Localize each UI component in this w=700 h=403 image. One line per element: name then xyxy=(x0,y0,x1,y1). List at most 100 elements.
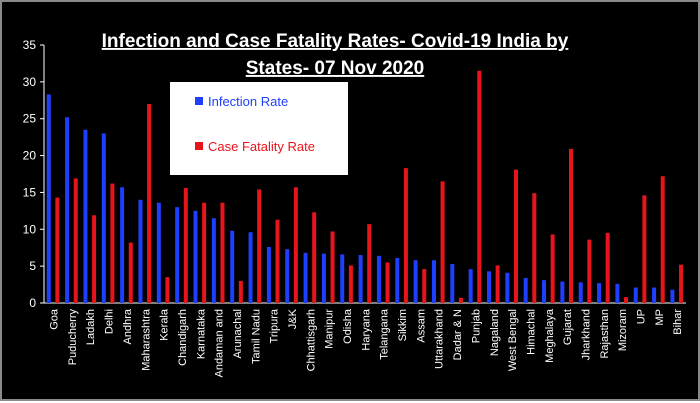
x-category-label: Himachal xyxy=(525,309,537,355)
bar-infection-rate xyxy=(321,253,326,303)
bar-case-fatality-rate xyxy=(110,183,115,303)
x-category-label: J&K xyxy=(287,308,299,329)
bar-infection-rate xyxy=(505,272,510,303)
bar-infection-rate xyxy=(211,218,216,303)
bar-infection-rate xyxy=(65,117,70,304)
x-category-label: Uttarakhand xyxy=(434,309,446,369)
x-category-label: West Bengal xyxy=(507,309,519,371)
x-category-label: Gujarat xyxy=(562,309,574,345)
x-category-label: Punjab xyxy=(470,309,482,343)
bar-infection-rate xyxy=(376,255,381,303)
x-category-label: Goa xyxy=(49,308,61,330)
bar-infection-rate xyxy=(340,254,345,303)
x-category-label: Ladakh xyxy=(85,309,97,345)
bar-case-fatality-rate xyxy=(220,202,225,303)
y-tick-label: 15 xyxy=(23,185,37,199)
x-category-label: Puducherry xyxy=(67,309,79,366)
x-category-label: Tamil Nadu xyxy=(250,309,262,364)
x-category-label: Nagaland xyxy=(489,309,501,356)
bar-case-fatality-rate xyxy=(513,169,518,303)
x-category-label: Bihar xyxy=(672,309,684,335)
bar-case-fatality-rate xyxy=(477,70,482,303)
bars xyxy=(46,70,684,304)
bar-infection-rate xyxy=(468,269,473,303)
bar-infection-rate xyxy=(303,252,308,303)
bar-infection-rate xyxy=(431,260,436,303)
x-category-label: Odisha xyxy=(342,308,354,344)
bar-infection-rate xyxy=(138,199,143,303)
bar-case-fatality-rate xyxy=(422,269,427,303)
bar-case-fatality-rate xyxy=(275,219,280,303)
x-category-label: MP xyxy=(654,309,666,326)
bar-infection-rate xyxy=(413,260,418,303)
x-category-label: Andhra xyxy=(122,308,134,344)
bar-infection-rate xyxy=(578,282,583,303)
y-tick-label: 30 xyxy=(23,75,37,89)
legend-swatch-infection-rate xyxy=(195,97,203,105)
bar-infection-rate xyxy=(46,94,51,303)
x-category-label: Rajasthan xyxy=(599,309,611,359)
bar-infection-rate xyxy=(193,210,198,303)
x-category-label: Mizoram xyxy=(617,309,629,351)
bar-infection-rate xyxy=(450,263,455,303)
x-category-label: Karnataka xyxy=(195,308,207,359)
bar-case-fatality-rate xyxy=(147,103,152,303)
bar-infection-rate xyxy=(560,281,565,303)
chart-title-line1: Infection and Case Fatality Rates- Covid… xyxy=(102,31,569,52)
bar-case-fatality-rate xyxy=(458,297,463,303)
bar-case-fatality-rate xyxy=(385,262,390,303)
x-category-label: Kerala xyxy=(159,308,171,341)
bar-infection-rate xyxy=(615,283,620,303)
x-category-label: Haryana xyxy=(360,308,372,350)
x-category-label: Tripura xyxy=(269,308,281,343)
bar-case-fatality-rate xyxy=(403,168,408,303)
bar-case-fatality-rate xyxy=(532,193,537,303)
y-tick-label: 10 xyxy=(23,222,37,236)
bar-case-fatality-rate xyxy=(73,178,78,303)
bar-infection-rate xyxy=(175,207,180,303)
bar-infection-rate xyxy=(156,202,161,303)
bar-infection-rate xyxy=(285,249,290,303)
bar-case-fatality-rate xyxy=(495,265,500,303)
bar-case-fatality-rate xyxy=(367,224,372,303)
legend: Infection Rate Case Fatality Rate xyxy=(170,82,348,175)
bar-case-fatality-rate xyxy=(238,280,243,303)
legend-swatch-case-fatality-rate xyxy=(195,142,203,150)
x-category-label: Chandigarh xyxy=(177,309,189,366)
bar-case-fatality-rate xyxy=(128,242,133,303)
bar-infection-rate xyxy=(101,133,106,303)
x-category-label: Telangana xyxy=(379,308,391,360)
bar-case-fatality-rate xyxy=(440,181,445,303)
bar-case-fatality-rate xyxy=(312,212,317,303)
bar-infection-rate xyxy=(486,271,491,303)
y-tick-label: 25 xyxy=(23,112,37,126)
bar-case-fatality-rate xyxy=(92,215,97,303)
x-category-label: Maharashtra xyxy=(140,308,152,371)
bar-case-fatality-rate xyxy=(348,265,353,303)
x-category-label: Manipur xyxy=(324,309,336,349)
bar-case-fatality-rate xyxy=(605,232,610,303)
bar-case-fatality-rate xyxy=(165,277,170,303)
bar-case-fatality-rate xyxy=(257,189,262,303)
x-category-label: Arunachal xyxy=(232,309,244,359)
bar-case-fatality-rate xyxy=(624,297,629,303)
bar-infection-rate xyxy=(83,129,88,303)
bar-case-fatality-rate xyxy=(568,148,573,303)
bar-case-fatality-rate xyxy=(293,187,298,303)
y-tick-label: 5 xyxy=(29,259,36,273)
x-category-label: Assam xyxy=(415,309,427,343)
bar-infection-rate xyxy=(652,287,657,303)
legend-label-case-fatality-rate: Case Fatality Rate xyxy=(208,139,315,154)
chart-title-line2: States- 07 Nov 2020 xyxy=(246,58,425,79)
axes: 0 5 10 15 20 25 30 35 Goa Puducherry Ladakh Delhi An… xyxy=(23,38,686,378)
x-category-label: UP xyxy=(636,309,648,324)
x-category-label: Delhi xyxy=(104,309,116,334)
bar-infection-rate xyxy=(358,255,363,303)
x-category-label: Sikkim xyxy=(397,309,409,341)
bar-infection-rate xyxy=(670,289,675,303)
bar-case-fatality-rate xyxy=(55,197,60,303)
x-category-label: Meghalaya xyxy=(544,308,556,363)
y-tick-label: 35 xyxy=(23,38,37,52)
